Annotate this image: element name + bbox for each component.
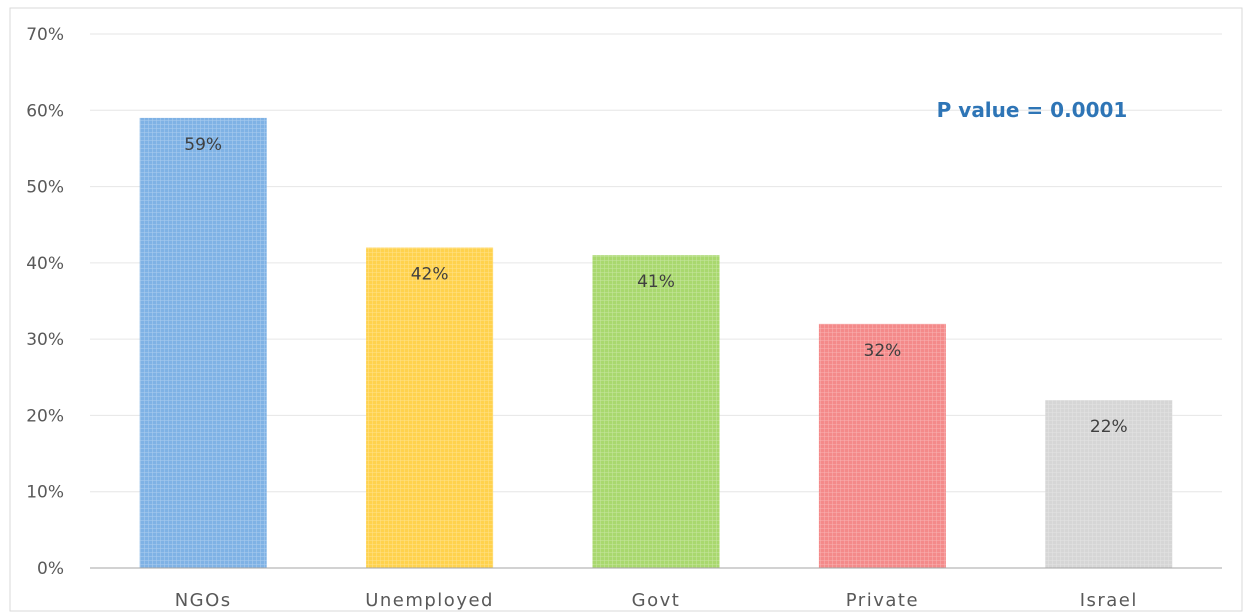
y-tick-label: 40% (26, 254, 64, 274)
data-label: 59% (184, 135, 222, 155)
x-category-label: Private (846, 590, 919, 611)
bar-texture (1045, 400, 1173, 568)
y-tick-label: 50% (26, 178, 64, 198)
y-tick-label: 60% (26, 101, 64, 121)
p-value-annotation: P value = 0.0001 (937, 98, 1128, 122)
y-tick-label: 30% (26, 330, 64, 350)
data-label: 42% (411, 265, 449, 285)
x-category-label: Govt (632, 590, 681, 611)
x-category-label: NGOs (175, 590, 232, 611)
x-category-label: Israel (1080, 590, 1138, 611)
gridlines (90, 33, 1222, 493)
y-tick-label: 70% (26, 25, 64, 45)
y-axis-ticks: 0% 10% 20% 30% 40% 50% 60% 70% (26, 25, 64, 579)
data-label: 41% (637, 272, 675, 292)
bar-texture (592, 255, 720, 568)
bar-texture (139, 117, 267, 569)
data-label: 32% (864, 341, 902, 361)
y-tick-label: 10% (26, 483, 64, 503)
bar-texture (818, 323, 946, 568)
x-axis-categories: NGOs Unemployed Govt Private Israel (175, 590, 1138, 611)
data-labels: 59% 42% 41% 32% 22% (184, 135, 1127, 437)
x-category-label: Unemployed (365, 590, 494, 611)
data-label: 22% (1090, 417, 1128, 437)
bars (139, 117, 1173, 569)
y-tick-label: 0% (37, 559, 64, 579)
bar-texture (366, 247, 494, 568)
y-tick-label: 20% (26, 406, 64, 426)
chart-border (9, 7, 1243, 612)
